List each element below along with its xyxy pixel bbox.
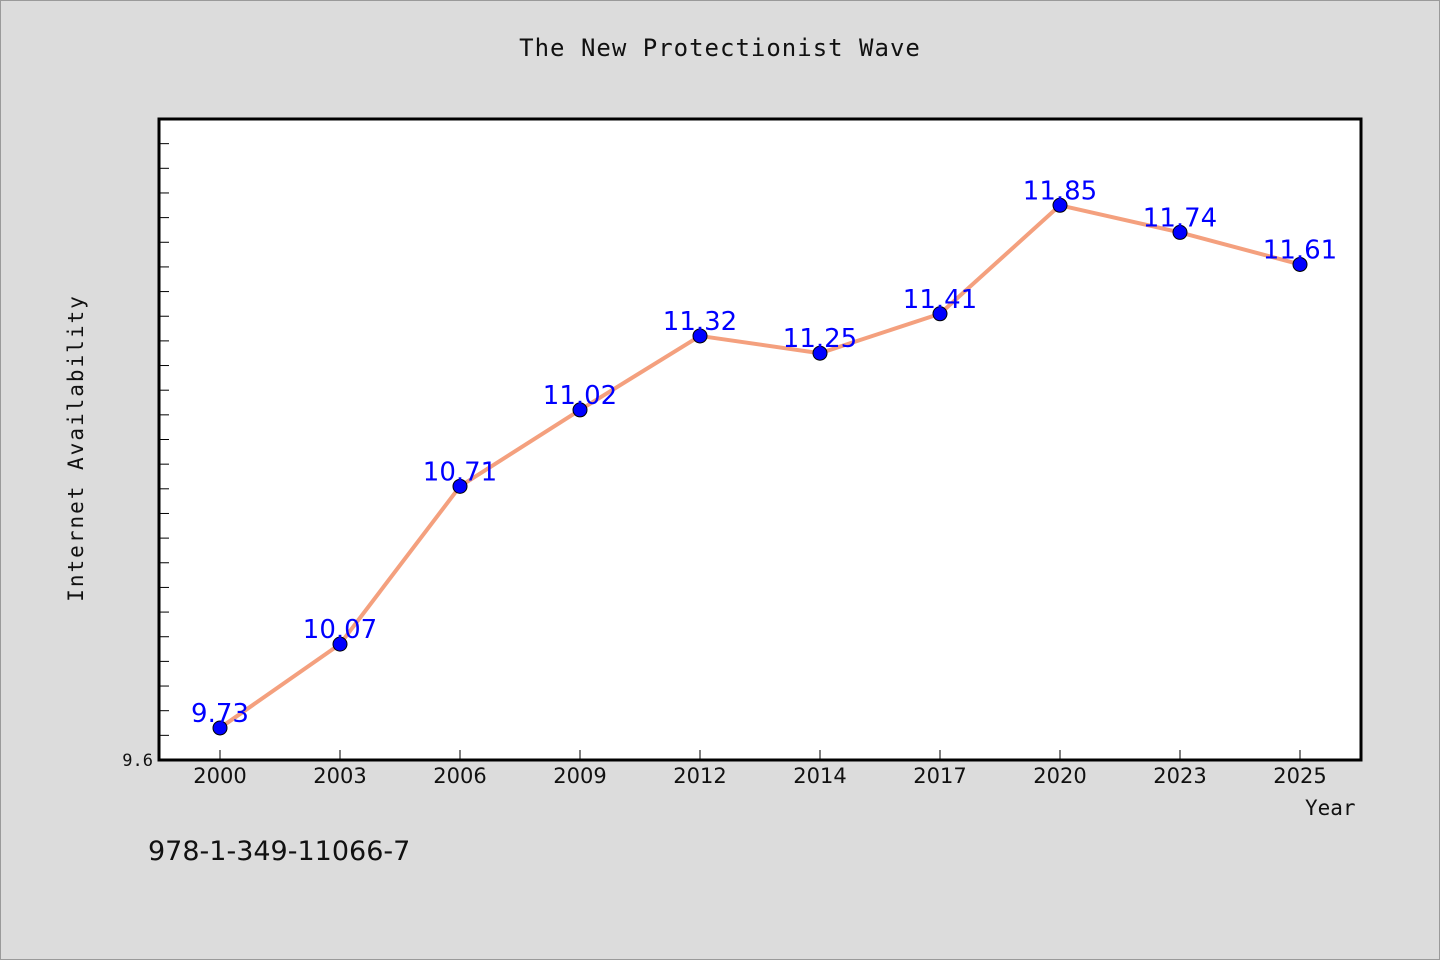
x-tick-label: 2017 (913, 764, 966, 788)
data-point (212, 720, 228, 736)
data-point (812, 345, 828, 361)
data-label: 10.07 (303, 615, 377, 645)
x-tick-label: 2025 (1273, 764, 1326, 788)
x-tick-label: 2006 (433, 764, 486, 788)
x-tick-label: 2000 (193, 764, 246, 788)
x-tick-label: 2009 (553, 764, 606, 788)
data-labels: 9.73 10.07 10.71 11.02 11.32 11.25 11.41 11.85 1… (191, 176, 1337, 729)
x-tick-label: 2012 (673, 764, 726, 788)
data-label: 11.25 (783, 324, 857, 354)
isbn-label: 978-1-349-11066-7 (148, 836, 411, 867)
plot-area (157, 117, 1363, 762)
data-label: 11.32 (663, 307, 737, 337)
data-label: 11.74 (1143, 203, 1217, 233)
data-point (332, 636, 348, 652)
data-label: 11.85 (1023, 176, 1097, 206)
data-point (932, 306, 948, 322)
data-label: 11.02 (543, 381, 617, 411)
chart-title: The New Protectionist Wave (519, 34, 921, 62)
x-axis-ticks: 2000 2003 2006 2009 2012 2014 2017 2020 2023 2025 (193, 750, 1327, 788)
y-tick-label: 9.6 (122, 751, 153, 771)
x-tick-label: 2023 (1153, 764, 1206, 788)
data-point (1172, 224, 1188, 240)
series-group (212, 197, 1308, 736)
data-label: 11.61 (1263, 235, 1337, 265)
data-label: 11.41 (903, 285, 977, 315)
data-label: 10.71 (423, 457, 497, 487)
x-tick-label: 2003 (313, 764, 366, 788)
x-tick-label: 2014 (793, 764, 846, 788)
data-point (692, 328, 708, 344)
data-point (452, 478, 468, 494)
y-axis-ticks: 9.6 (122, 143, 169, 771)
series-line (218, 203, 1301, 730)
data-label: 9.73 (191, 699, 249, 729)
data-point (1052, 197, 1068, 213)
x-axis-label: Year (1305, 796, 1356, 820)
data-point (1292, 256, 1308, 272)
x-tick-label: 2020 (1033, 764, 1086, 788)
data-point (572, 402, 588, 418)
